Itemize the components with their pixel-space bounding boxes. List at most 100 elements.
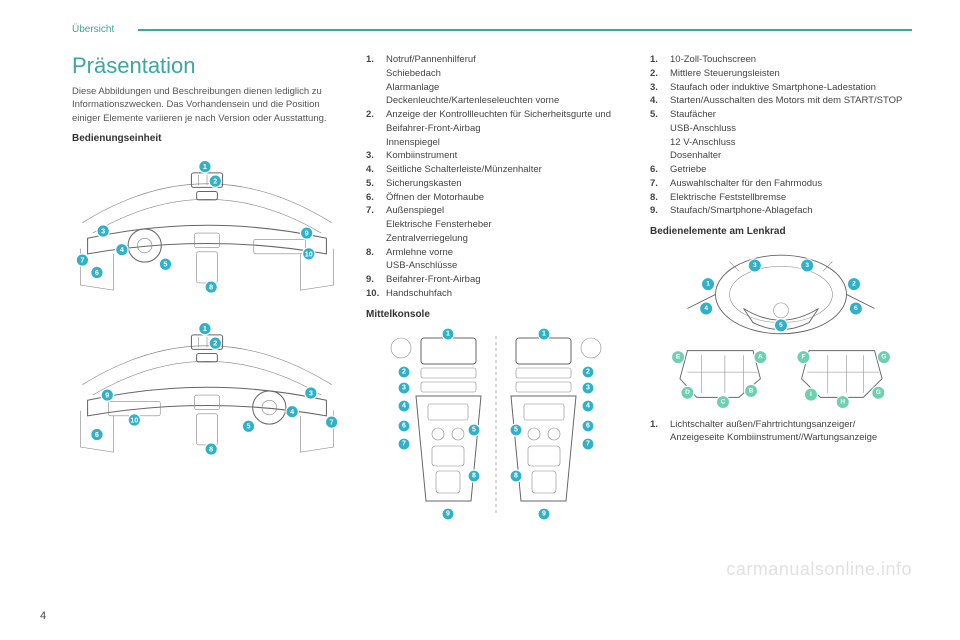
list-item: 8.Armlehne vorne USB-Anschlüsse	[366, 246, 626, 274]
svg-text:8: 8	[472, 472, 476, 479]
list-item: 2.Mittlere Steuerungsleisten	[650, 67, 912, 81]
svg-text:3: 3	[402, 384, 406, 391]
svg-text:3: 3	[309, 388, 313, 397]
list-item: 1.10-Zoll-Touchscreen	[650, 53, 912, 67]
list-num: 5.	[650, 108, 670, 163]
section-label: Übersicht	[72, 24, 114, 35]
subhead-mittelkonsole: Mittelkonsole	[366, 309, 626, 320]
list-num: 1.	[650, 53, 670, 67]
list-num: 9.	[366, 273, 386, 287]
list-num: 2.	[650, 67, 670, 81]
list-num: 7.	[650, 177, 670, 191]
list-item: 1.Notruf/Pannenhilferuf Schiebedach Alar…	[366, 53, 626, 108]
list-num: 5.	[366, 177, 386, 191]
list-text: Kombiinstrument	[386, 149, 626, 163]
svg-text:9: 9	[542, 510, 546, 517]
svg-text:B: B	[749, 388, 754, 395]
manual-page: Übersicht Präsentation Diese Abbildungen…	[0, 0, 960, 640]
svg-text:4: 4	[586, 402, 590, 409]
svg-text:2: 2	[586, 368, 590, 375]
list-item: 10.Handschuhfach	[366, 287, 626, 301]
list-text: 10-Zoll-Touchscreen	[670, 53, 912, 67]
svg-text:3: 3	[101, 226, 105, 235]
list-text: Notruf/Pannenhilferuf Schiebedach Alarma…	[386, 53, 626, 108]
list-num: 8.	[366, 246, 386, 274]
svg-text:C: C	[721, 399, 726, 406]
column-left: Präsentation Diese Abbildungen und Besch…	[72, 53, 342, 532]
list-num: 7.	[366, 204, 386, 245]
list-item: 6.Getriebe	[650, 163, 912, 177]
list-item: 3.Staufach oder induktive Smartphone-Lad…	[650, 81, 912, 95]
header-rule	[138, 29, 912, 31]
page-title: Präsentation	[72, 53, 342, 79]
svg-text:1: 1	[542, 330, 546, 337]
list-item: 3.Kombiinstrument	[366, 149, 626, 163]
svg-text:3: 3	[753, 262, 757, 269]
svg-text:7: 7	[586, 440, 590, 447]
svg-text:3: 3	[805, 262, 809, 269]
svg-text:6: 6	[402, 422, 406, 429]
svg-text:E: E	[676, 354, 681, 361]
svg-text:G: G	[881, 354, 886, 361]
list-text: Handschuhfach	[386, 287, 626, 301]
list-item: 4.Seitliche Schalterleiste/Münzenhalter	[366, 163, 626, 177]
svg-text:2: 2	[213, 338, 217, 347]
page-number: 4	[40, 610, 46, 622]
list-centerconsole: 1.10-Zoll-Touchscreen 2.Mittlere Steueru…	[650, 53, 912, 218]
content-columns: Präsentation Diese Abbildungen und Besch…	[72, 53, 912, 532]
list-num: 1.	[366, 53, 386, 108]
svg-text:F: F	[801, 354, 805, 361]
list-item: 9.Staufach/Smartphone-Ablagefach	[650, 204, 912, 218]
list-num: 1.	[650, 418, 670, 446]
svg-text:8: 8	[209, 444, 213, 453]
list-text: Beifahrer-Front-Airbag	[386, 273, 626, 287]
list-num: 6.	[366, 191, 386, 205]
list-text: Starten/Ausschalten des Motors mit dem S…	[670, 94, 912, 108]
svg-text:10: 10	[130, 415, 138, 424]
svg-text:10: 10	[305, 249, 313, 258]
list-text: Auswahlschalter für den Fahrmodus	[670, 177, 912, 191]
intro-text: Diese Abbildungen und Beschreibungen die…	[72, 85, 342, 125]
svg-text:7: 7	[80, 255, 84, 264]
svg-text:2: 2	[213, 177, 217, 186]
list-text: Elektrische Feststellbremse	[670, 191, 912, 205]
list-item: 5.Staufächer USB-Anschluss 12 V-Anschlus…	[650, 108, 912, 163]
svg-text:G: G	[876, 389, 881, 396]
list-text: Anzeige der Kontrollleuchten für Sicherh…	[386, 108, 626, 149]
svg-text:1: 1	[706, 281, 710, 288]
svg-text:6: 6	[95, 268, 99, 277]
list-num: 8.	[650, 191, 670, 205]
list-text: Mittlere Steuerungsleisten	[670, 67, 912, 81]
list-item: 6.Öffnen der Motorhaube	[366, 191, 626, 205]
list-num: 4.	[650, 94, 670, 108]
diagram-dashboard-rhd: 1 2 3 4 5 6 7 8 9 10	[72, 312, 342, 468]
column-right: 1.10-Zoll-Touchscreen 2.Mittlere Steueru…	[650, 53, 912, 532]
svg-text:8: 8	[209, 282, 213, 291]
svg-text:5: 5	[514, 426, 518, 433]
svg-text:2: 2	[852, 281, 856, 288]
svg-text:5: 5	[163, 260, 167, 269]
list-num: 2.	[366, 108, 386, 149]
list-item: 9.Beifahrer-Front-Airbag	[366, 273, 626, 287]
list-num: 3.	[366, 149, 386, 163]
list-item: 7.Außenspiegel Elektrische Fensterheber …	[366, 204, 626, 245]
diagram-center-console: 1 2 3 4 5 6 7 8 9	[366, 326, 626, 526]
list-item: 7.Auswahlschalter für den Fahrmodus	[650, 177, 912, 191]
list-text: Staufach oder induktive Smartphone-Lades…	[670, 81, 912, 95]
list-item: 8.Elektrische Feststellbremse	[650, 191, 912, 205]
svg-text:3: 3	[586, 384, 590, 391]
column-middle: 1.Notruf/Pannenhilferuf Schiebedach Alar…	[366, 53, 626, 532]
svg-text:1: 1	[446, 330, 450, 337]
list-text: Armlehne vorne USB-Anschlüsse	[386, 246, 626, 274]
svg-text:1: 1	[203, 324, 207, 333]
list-text: Lichtschalter außen/Fahrtrichtungsanzeig…	[670, 418, 912, 446]
subhead-bedienungseinheit: Bedienungseinheit	[72, 133, 342, 144]
list-num: 10.	[366, 287, 386, 301]
list-steering: 1.Lichtschalter außen/Fahrtrichtungsanze…	[650, 418, 912, 446]
svg-text:7: 7	[330, 417, 334, 426]
list-text: Seitliche Schalterleiste/Münzenhalter	[386, 163, 626, 177]
svg-text:I: I	[810, 391, 812, 398]
svg-text:7: 7	[402, 440, 406, 447]
svg-text:5: 5	[472, 426, 476, 433]
svg-text:5: 5	[247, 421, 251, 430]
